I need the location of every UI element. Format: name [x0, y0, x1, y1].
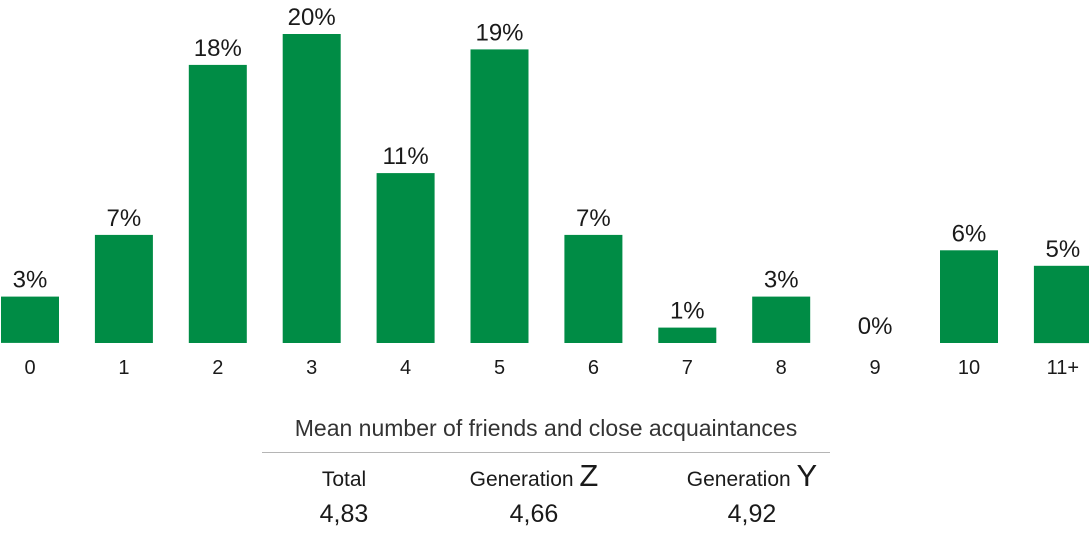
bar-10	[940, 250, 998, 343]
data-label-8: 3%	[764, 267, 799, 294]
data-label-6: 7%	[576, 205, 611, 232]
bar-chart: 3% 0 7% 1 18% 2 20% 3 11% 4 19% 5 7% 6 1% 7 3% 8 0% 9 6% 10 5%…	[1, 4, 1089, 379]
bar-6	[564, 234, 623, 343]
mean-label: Generation Y	[686, 458, 818, 493]
bar-2	[188, 64, 247, 344]
mean-label: Generation Z	[469, 458, 599, 493]
data-label-5: 19%	[475, 19, 523, 46]
x-tick-label-0: 0	[24, 357, 35, 379]
x-tick-label-3: 3	[306, 357, 317, 379]
x-tick-label-5: 5	[494, 357, 505, 379]
x-tick-label-10: 10	[958, 357, 980, 379]
mean-column-total: Total 4,83	[244, 453, 444, 529]
x-tick-label-6: 6	[588, 357, 599, 379]
divider	[262, 452, 830, 453]
mean-value: 4,83	[319, 500, 369, 528]
mean-column-generation-y: Generation Y 4,92	[652, 453, 852, 529]
mean-label: Total	[321, 468, 367, 491]
x-tick-label-8: 8	[776, 357, 787, 379]
data-label-9: 0%	[858, 313, 893, 340]
bar-7	[658, 327, 717, 343]
x-tick-label-11+: 11+	[1047, 357, 1079, 379]
data-label-4: 11%	[382, 143, 428, 170]
x-tick-label-2: 2	[212, 357, 223, 379]
data-label-2: 18%	[194, 35, 242, 62]
mean-column-generation-z: Generation Z 4,66	[434, 453, 634, 529]
x-tick-label-4: 4	[400, 357, 411, 379]
bar-3	[282, 34, 341, 343]
data-label-11+: 5%	[1046, 236, 1081, 263]
data-label-3: 20%	[288, 4, 336, 31]
bar-0	[1, 296, 59, 343]
data-label-1: 7%	[107, 205, 142, 232]
mean-title: Mean number of friends and close acquain…	[294, 415, 798, 441]
mean-columns: Total 4,83 Generation Z 4,66 Generation …	[262, 453, 830, 533]
bar-5	[470, 49, 529, 344]
x-tick-label-7: 7	[682, 357, 693, 379]
x-tick-label-1: 1	[118, 357, 129, 379]
mean-summary: Mean number of friends and close acquain…	[262, 408, 830, 533]
x-tick-label-9: 9	[870, 357, 881, 379]
bar-8	[752, 296, 811, 343]
data-label-7: 1%	[670, 298, 705, 325]
bar-1	[94, 234, 153, 343]
bar-4	[376, 173, 435, 343]
data-label-10: 6%	[952, 220, 987, 247]
mean-value: 4,66	[509, 500, 559, 528]
data-label-0: 3%	[13, 267, 48, 294]
mean-value: 4,92	[727, 500, 777, 528]
bar-11+	[1033, 265, 1089, 344]
